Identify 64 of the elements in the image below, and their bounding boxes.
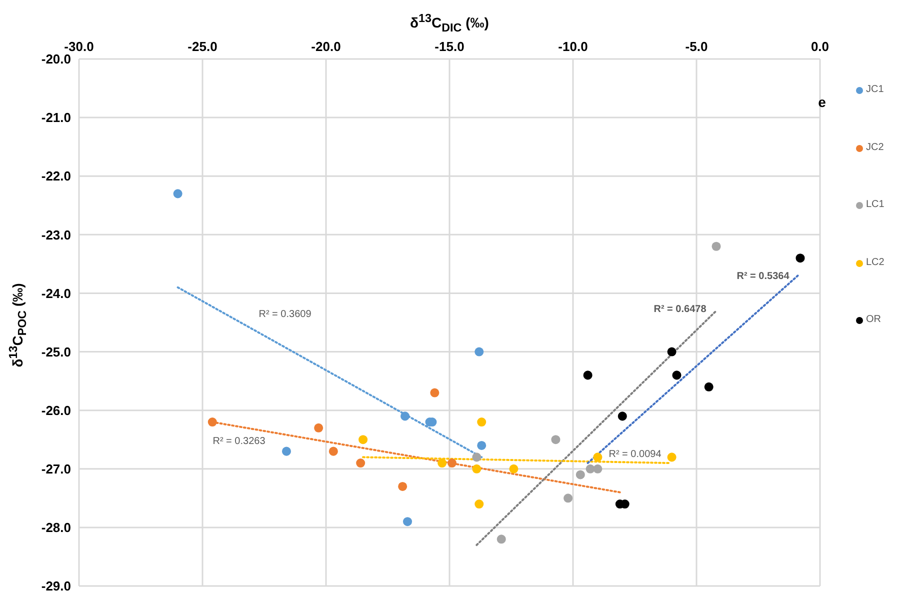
point (704, 382, 714, 392)
annotation: R² = 0.3609 (258, 308, 312, 322)
x-tick-label: -25.0 (188, 39, 218, 54)
point (509, 464, 518, 474)
x-tick-label: 0.0 (810, 39, 830, 54)
point (474, 347, 484, 356)
y-tick-label: -28.0 (41, 520, 71, 536)
point (667, 452, 676, 462)
point (496, 534, 506, 544)
point (328, 446, 338, 456)
point (477, 418, 486, 427)
point (618, 412, 627, 421)
point (593, 464, 602, 474)
point (402, 517, 412, 526)
legend-label: LC1 (866, 199, 884, 210)
x-tick-label: -10.0 (558, 39, 588, 54)
point (586, 464, 595, 474)
x-axis-title: δ$^{13}$C$_{DIC}$ (‰) (409, 12, 490, 34)
point (551, 435, 560, 444)
point (672, 370, 682, 380)
point (282, 446, 291, 456)
point (474, 500, 484, 509)
point (477, 440, 486, 450)
point (472, 452, 482, 462)
annotation: R² = 0.0094 (608, 448, 662, 462)
y-tick-label: -25.0 (41, 344, 71, 360)
point (358, 435, 368, 444)
point (438, 458, 447, 468)
y-tick-label: -23.0 (41, 227, 71, 242)
point (576, 470, 585, 480)
point (796, 254, 805, 263)
point (593, 452, 602, 462)
legend-label: LC2 (866, 256, 884, 268)
x-tick-label: -20.0 (311, 39, 341, 54)
annotation: R² = 0.5364 (736, 270, 790, 284)
x-tick-label: -15.0 (434, 39, 464, 54)
x-tick-label: -5.0 (685, 39, 708, 54)
point (712, 242, 721, 251)
y-tick-label: -29.0 (41, 578, 71, 594)
point (472, 464, 482, 474)
point (667, 347, 676, 356)
annotation: e (817, 94, 827, 110)
y-tick-label: -20.0 (41, 52, 71, 67)
y-tick-label: -21.0 (41, 110, 71, 126)
annotation: R² = 0.3263 (212, 435, 266, 449)
y-tick-label: -26.0 (41, 402, 71, 418)
point (208, 418, 217, 427)
point (564, 494, 573, 503)
annotation: R² = 0.6478 (652, 303, 708, 317)
point (430, 388, 440, 398)
y-tick-label: -22.0 (41, 168, 71, 184)
point (583, 370, 592, 380)
point (398, 482, 408, 491)
y-tick-label: -24.0 (41, 286, 71, 301)
y-tick-label: -27.0 (41, 462, 71, 477)
point (447, 458, 456, 468)
point (173, 189, 182, 198)
legend-label: JC1 (866, 84, 884, 95)
legend-label: JC2 (866, 142, 884, 152)
point (356, 458, 366, 468)
legend-label: OR (866, 314, 881, 325)
point (314, 423, 324, 432)
point (400, 412, 410, 421)
x-tick-label: -30.0 (64, 39, 94, 54)
